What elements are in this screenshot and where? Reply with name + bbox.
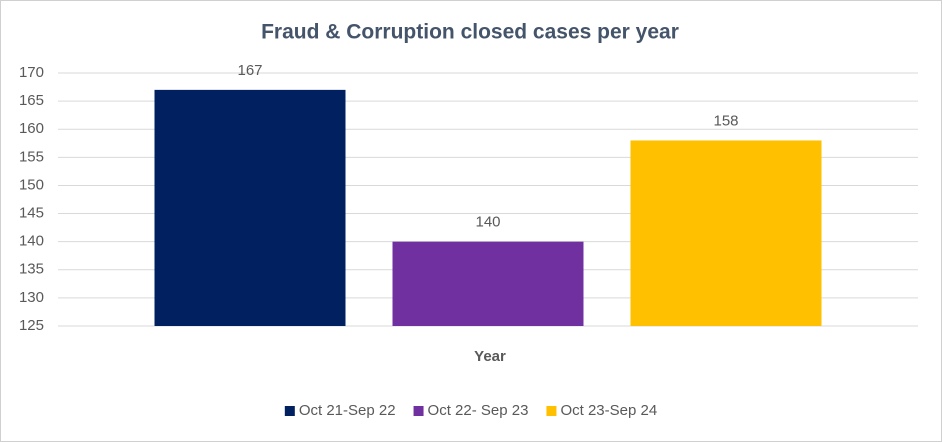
x-axis-label: Year [474, 348, 506, 365]
legend-swatch [546, 406, 557, 416]
legend-label: Oct 22- Sep 23 [428, 402, 529, 419]
y-tick-label: 130 [19, 289, 44, 306]
data-label: 158 [713, 112, 738, 129]
legend-label: Oct 23-Sep 24 [560, 402, 657, 419]
legend-swatch [413, 406, 424, 416]
y-tick-label: 165 [19, 92, 44, 109]
bar [392, 241, 584, 326]
y-tick-label: 160 [19, 120, 44, 137]
y-tick-label: 150 [19, 176, 44, 193]
y-tick-label: 155 [19, 148, 44, 165]
y-tick-label: 145 [19, 205, 44, 222]
legend-label: Oct 21-Sep 22 [299, 402, 396, 419]
y-tick-label: 135 [19, 261, 44, 278]
y-tick-label: 170 [19, 64, 44, 81]
bar [154, 89, 346, 326]
data-label: 140 [475, 214, 500, 231]
legend-swatch [284, 406, 295, 416]
y-tick-label: 140 [19, 233, 44, 250]
data-label: 167 [237, 62, 262, 79]
bar [630, 140, 822, 326]
y-tick-label: 125 [19, 317, 44, 334]
chart-title: Fraud & Corruption closed cases per year [261, 21, 679, 44]
